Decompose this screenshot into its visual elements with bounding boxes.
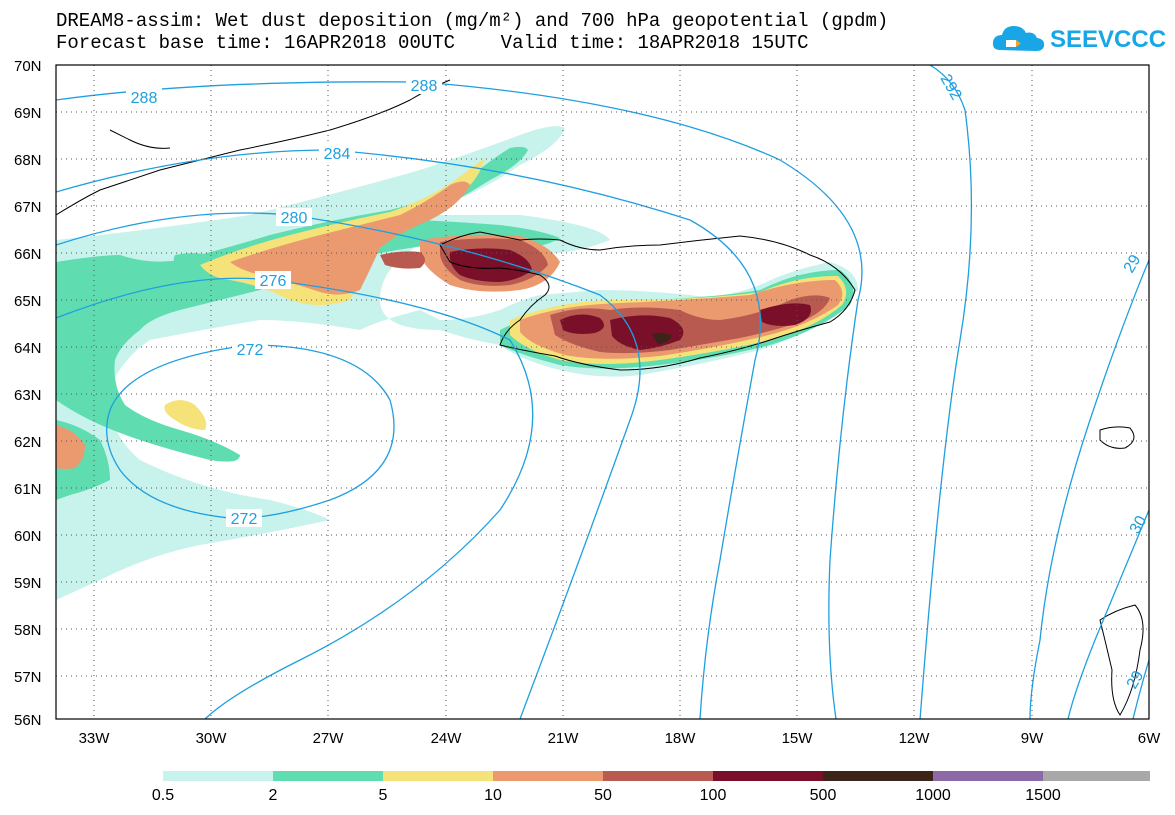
colorbar-label: 100 [700,787,727,804]
lat-label: 59N [14,575,42,592]
lat-label: 65N [14,293,42,310]
lat-label: 57N [14,669,42,686]
colorbar-label: 1500 [1025,787,1061,804]
map-frame [55,64,1150,720]
colorbar-swatch [713,771,823,781]
colorbar-swatch [383,771,493,781]
lon-label: 27W [313,730,345,747]
colorbar-label: 0.5 [152,787,174,804]
colorbar-swatch [603,771,713,781]
lat-label: 58N [14,622,42,639]
map-grid [56,65,1149,719]
colorbar-label: 2 [269,787,278,804]
lon-label: 9W [1021,730,1044,747]
lat-label: 62N [14,434,42,451]
colorbar-label: 5 [379,787,388,804]
map-title: DREAM8-assim: Wet dust deposition (mg/m²… [56,10,889,32]
contour-labels: 288 288 284 280 276 272 272 292 29 30 29 [126,72,1151,692]
lon-label: 12W [899,730,931,747]
lon-label: 6W [1138,730,1161,747]
geopotential-contours [56,65,1149,719]
lon-label: 33W [79,730,111,747]
colorbar-label: 50 [594,787,612,804]
seevccc-logo: SEEVCCC [990,18,1166,58]
colorbar-swatch [933,771,1043,781]
coastlines [56,79,1144,716]
logo-text: SEEVCCC [1050,26,1167,53]
lat-label: 69N [14,105,42,122]
map-subtitle: Forecast base time: 16APR2018 00UTC Vali… [56,32,809,54]
lat-label: 68N [14,152,42,169]
contour-label: 29 [1124,668,1148,692]
lon-label: 15W [782,730,814,747]
contour-label: 29 [1121,252,1145,276]
colorbar-label: 1000 [915,787,951,804]
cloud-icon [992,26,1045,51]
plot-area [56,65,1149,719]
contour-label: 276 [260,273,287,290]
colorbar-swatch [493,771,603,781]
lat-label: 56N [14,712,42,729]
latitude-labels: 70N 69N 68N 67N 66N 65N 64N 63N 62N 61N … [14,58,42,729]
contour-label: 272 [231,511,258,528]
colorbar-swatch [1043,771,1150,781]
lon-label: 24W [431,730,463,747]
lat-label: 64N [14,340,42,357]
colorbar-label: 500 [810,787,837,804]
colorbar: 0.5 2 5 10 50 100 500 1000 1500 [152,771,1150,804]
colorbar-swatch [273,771,383,781]
lat-label: 66N [14,246,42,263]
contour-label: 284 [324,146,351,163]
lat-label: 61N [14,481,42,498]
contour-label: 280 [281,210,308,227]
lat-label: 60N [14,528,42,545]
lat-label: 67N [14,199,42,216]
contour-label: 30 [1127,513,1151,537]
lon-label: 21W [548,730,580,747]
dust-field-500 [652,332,672,344]
colorbar-swatch [163,771,273,781]
contour-label: 288 [411,78,438,95]
contour-label: 288 [131,90,158,107]
lat-label: 63N [14,387,42,404]
lat-label: 70N [14,58,42,75]
longitude-labels: 33W 30W 27W 24W 21W 18W 15W 12W 9W 6W [79,730,1162,747]
lon-label: 18W [665,730,697,747]
colorbar-swatch [823,771,933,781]
contour-label: 272 [237,342,264,359]
colorbar-label: 10 [484,787,502,804]
lon-label: 30W [196,730,228,747]
